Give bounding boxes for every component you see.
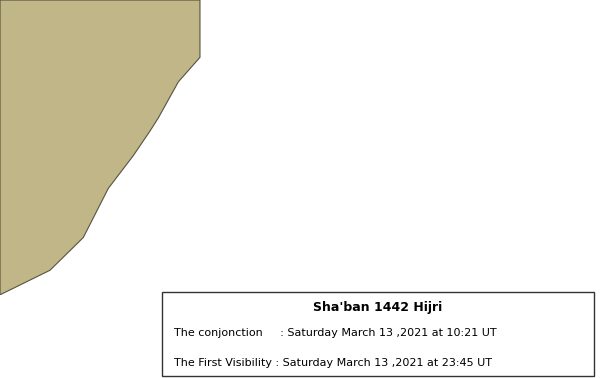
Text: The conjonction     : Saturday March 13 ,2021 at 10:21 UT: The conjonction : Saturday March 13 ,202…: [174, 328, 497, 338]
FancyBboxPatch shape: [162, 292, 594, 376]
Text: The First Visibility : Saturday March 13 ,2021 at 23:45 UT: The First Visibility : Saturday March 13…: [174, 358, 492, 368]
Polygon shape: [0, 0, 200, 295]
Text: Sha'ban 1442 Hijri: Sha'ban 1442 Hijri: [313, 301, 443, 314]
